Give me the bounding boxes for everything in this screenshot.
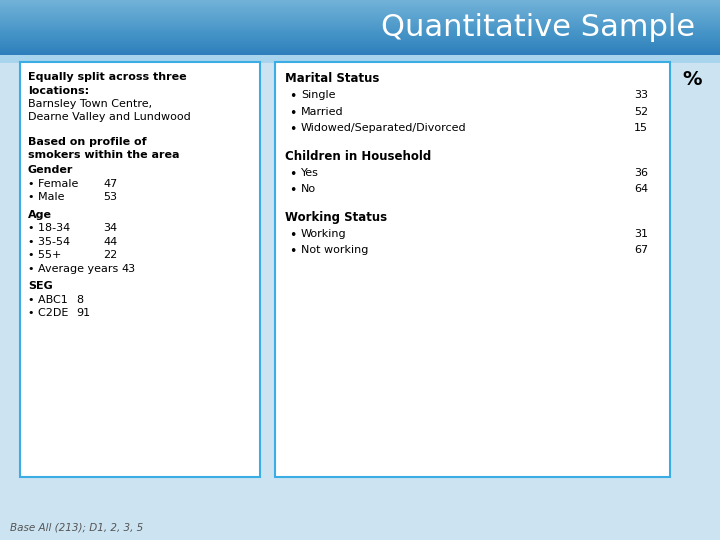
Text: Widowed/Separated/Divorced: Widowed/Separated/Divorced bbox=[301, 123, 467, 133]
Text: No: No bbox=[301, 184, 316, 194]
Text: • 35-54: • 35-54 bbox=[28, 237, 70, 247]
Text: •: • bbox=[289, 184, 297, 197]
Text: Base All (213); D1, 2, 3, 5: Base All (213); D1, 2, 3, 5 bbox=[10, 522, 143, 532]
Text: 52: 52 bbox=[634, 106, 648, 117]
Text: 22: 22 bbox=[103, 250, 117, 260]
Text: Quantitative Sample: Quantitative Sample bbox=[381, 13, 695, 42]
Text: 53: 53 bbox=[103, 192, 117, 202]
Text: Working: Working bbox=[301, 229, 346, 239]
Text: SEG: SEG bbox=[28, 281, 53, 291]
Text: %: % bbox=[682, 70, 701, 89]
Text: smokers within the area: smokers within the area bbox=[28, 150, 179, 160]
Text: 8: 8 bbox=[76, 295, 83, 305]
Text: •: • bbox=[289, 106, 297, 120]
Text: Gender: Gender bbox=[28, 165, 73, 175]
Text: Married: Married bbox=[301, 106, 343, 117]
Text: 15: 15 bbox=[634, 123, 648, 133]
Text: • ABC1: • ABC1 bbox=[28, 295, 68, 305]
Text: Single: Single bbox=[301, 90, 336, 100]
Text: Age: Age bbox=[28, 210, 52, 220]
Text: • Male: • Male bbox=[28, 192, 65, 202]
Text: locations:: locations: bbox=[28, 85, 89, 96]
Text: 67: 67 bbox=[634, 245, 648, 255]
Text: • Average years: • Average years bbox=[28, 264, 118, 274]
Text: 64: 64 bbox=[634, 184, 648, 194]
Text: 44: 44 bbox=[103, 237, 117, 247]
Text: • C2DE: • C2DE bbox=[28, 308, 68, 318]
Text: •: • bbox=[289, 90, 297, 103]
Text: 31: 31 bbox=[634, 229, 648, 239]
Text: Not working: Not working bbox=[301, 245, 369, 255]
Text: 33: 33 bbox=[634, 90, 648, 100]
Text: Dearne Valley and Lundwood: Dearne Valley and Lundwood bbox=[28, 112, 191, 123]
FancyBboxPatch shape bbox=[20, 62, 260, 477]
Text: Working Status: Working Status bbox=[285, 211, 387, 224]
Text: Children in Household: Children in Household bbox=[285, 150, 431, 163]
Bar bbox=[0, 55, 720, 63]
Text: •: • bbox=[289, 123, 297, 136]
Text: •: • bbox=[289, 245, 297, 258]
Text: Barnsley Town Centre,: Barnsley Town Centre, bbox=[28, 99, 152, 109]
Text: •: • bbox=[289, 168, 297, 181]
Text: •: • bbox=[289, 229, 297, 242]
Text: • Female: • Female bbox=[28, 179, 78, 188]
Text: Marital Status: Marital Status bbox=[285, 72, 379, 85]
Text: Based on profile of: Based on profile of bbox=[28, 137, 147, 147]
Text: • 18-34: • 18-34 bbox=[28, 223, 71, 233]
Text: Yes: Yes bbox=[301, 168, 319, 178]
Text: 47: 47 bbox=[103, 179, 117, 188]
FancyBboxPatch shape bbox=[275, 62, 670, 477]
Text: 43: 43 bbox=[121, 264, 135, 274]
Text: 91: 91 bbox=[76, 308, 90, 318]
Text: Equally split across three: Equally split across three bbox=[28, 72, 186, 82]
Text: 36: 36 bbox=[634, 168, 648, 178]
Text: • 55+: • 55+ bbox=[28, 250, 61, 260]
Text: 34: 34 bbox=[103, 223, 117, 233]
